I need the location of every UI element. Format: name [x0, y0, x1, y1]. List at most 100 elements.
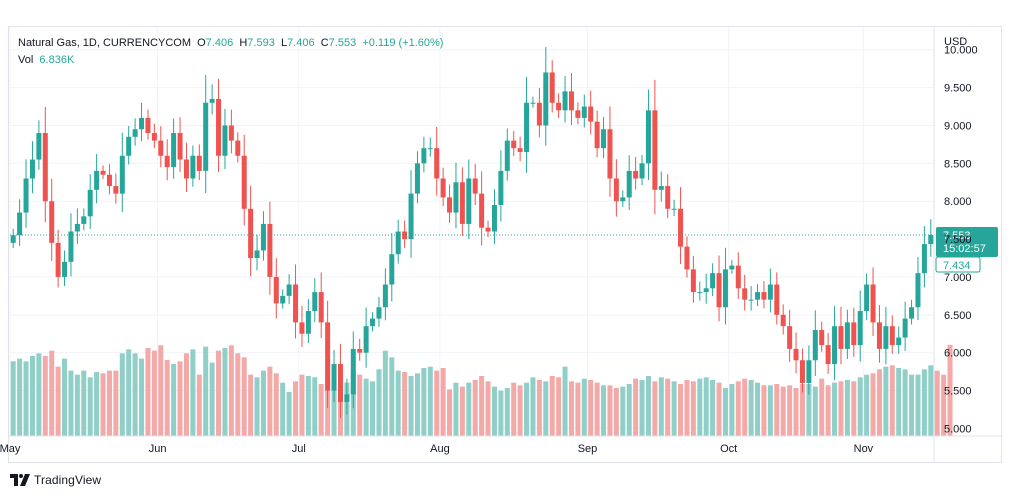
candle-body: [216, 98, 222, 156]
tradingview-logo[interactable]: TradingView: [10, 473, 101, 487]
volume-bar: [331, 380, 337, 436]
volume-bar: [607, 385, 613, 436]
volume-bars: [10, 344, 953, 436]
volume-bar: [658, 377, 664, 436]
candle-body: [260, 223, 266, 251]
volume-bar: [427, 366, 433, 436]
last-price-badge: [936, 227, 998, 258]
volume-bar: [767, 385, 773, 436]
volume-bar: [697, 378, 703, 436]
candle-body: [562, 91, 568, 111]
volume-bar: [94, 372, 100, 436]
volume-bar: [139, 358, 145, 436]
volume-bar: [594, 382, 600, 436]
volume-bar: [568, 381, 574, 436]
volume-bar: [113, 370, 119, 436]
volume-bar: [613, 388, 619, 436]
volume-bar: [273, 373, 279, 436]
candle-body: [94, 170, 100, 190]
symbol-title[interactable]: Natural Gas, 1D, CURRENCYCOM: [18, 37, 191, 49]
volume-bar: [909, 374, 915, 436]
candle-body: [799, 360, 805, 383]
volume-bar: [639, 380, 645, 436]
x-tick-label: Jun: [149, 443, 167, 455]
volume-bar: [511, 382, 517, 436]
candle-body: [164, 155, 170, 168]
volume-bar: [325, 381, 331, 436]
candle-body: [806, 360, 812, 383]
candle-body: [575, 110, 581, 118]
candle-body: [716, 273, 722, 308]
volume-bar: [132, 353, 138, 436]
volume-bar: [414, 373, 420, 436]
volume-bar: [562, 366, 568, 436]
volume-bar: [543, 381, 549, 436]
high-value: 7.593: [247, 37, 275, 49]
candle-body: [491, 204, 497, 232]
volume-bar: [678, 384, 684, 436]
volume-bar: [780, 386, 786, 436]
volume-bar: [196, 374, 202, 436]
candle-body: [190, 155, 196, 179]
low-value: 7.406: [287, 37, 315, 49]
candle-body: [928, 235, 934, 245]
last-price-label: 7.553: [943, 230, 971, 242]
volume-bar: [921, 369, 927, 436]
candle-body: [472, 178, 478, 194]
volume-bar: [395, 370, 401, 436]
candle-body: [915, 273, 921, 308]
volume-bar: [883, 366, 889, 436]
candle-body: [68, 231, 74, 262]
volume-bar: [556, 377, 562, 436]
volume-bar: [402, 372, 408, 436]
open-value: 7.406: [205, 37, 234, 49]
candle-body: [909, 307, 915, 319]
volume-bar: [145, 348, 151, 436]
candle-body: [421, 148, 427, 164]
candle-body: [793, 348, 799, 361]
volume-bar: [42, 356, 48, 436]
volume-bar: [844, 380, 850, 436]
grid-lines: [9, 27, 934, 436]
candle-body: [838, 326, 844, 349]
candle-body: [434, 148, 440, 179]
candle-body: [312, 292, 318, 312]
candle-body: [87, 189, 93, 217]
candle-body: [767, 284, 773, 300]
volume-bar: [447, 389, 453, 436]
volume-bar: [491, 386, 497, 436]
candle-body: [286, 284, 292, 296]
candle-body: [17, 212, 23, 236]
candle-body: [568, 91, 574, 111]
volume-bar: [440, 368, 446, 436]
candle-body: [106, 174, 112, 187]
close-label: C: [320, 37, 329, 49]
time-axis: May Jun Jul Aug Sep Oct Nov: [0, 435, 1001, 455]
volume-bar: [575, 382, 581, 436]
candle-body: [293, 284, 299, 323]
candle-body: [376, 307, 382, 319]
volume-bar: [799, 384, 805, 436]
candle-body: [42, 133, 48, 202]
chart-frame: [8, 26, 1002, 463]
candle-body: [639, 163, 645, 179]
volume-bar: [735, 381, 741, 436]
volume-bar: [870, 373, 876, 436]
volume-bar: [293, 381, 299, 436]
volume-bar: [832, 382, 838, 436]
volume-bar: [722, 388, 728, 436]
candle-body: [485, 227, 491, 232]
candle-body: [889, 326, 895, 346]
candle-body: [498, 170, 504, 205]
candle-body: [620, 197, 626, 202]
candle-body: [100, 170, 106, 175]
volume-bar: [434, 370, 440, 436]
volume-bar: [100, 373, 106, 436]
volume-bar: [17, 358, 23, 436]
x-tick-label: Nov: [854, 443, 874, 455]
candle-body: [74, 223, 80, 232]
volume-bar: [652, 381, 658, 436]
volume-bar: [588, 380, 594, 436]
